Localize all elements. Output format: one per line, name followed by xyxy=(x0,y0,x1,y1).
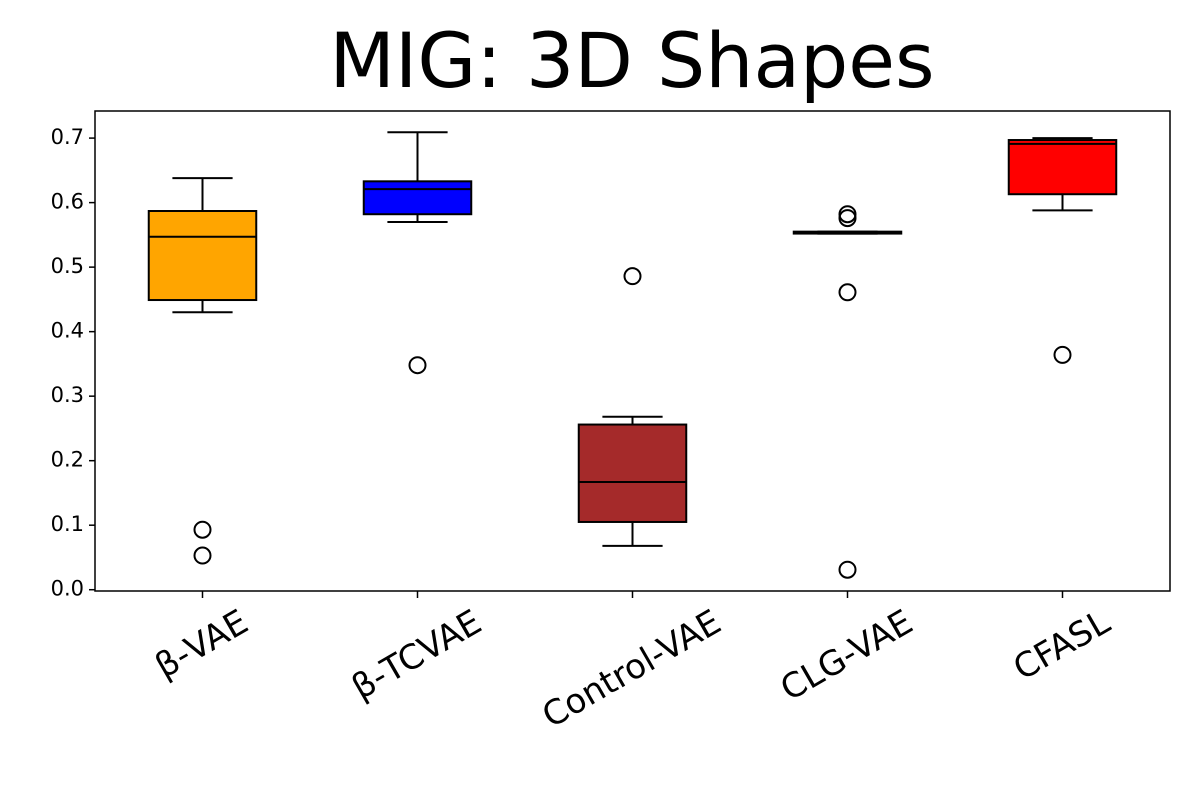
x-tick-label: β-TCVAE xyxy=(345,602,488,708)
x-tick-label: Control-VAE xyxy=(536,602,728,736)
chart-title: MIG: 3D Shapes xyxy=(329,16,934,105)
x-tick-label: CFASL xyxy=(1007,602,1117,689)
outlier xyxy=(838,209,857,228)
y-tick-label: 0.0 xyxy=(51,577,84,601)
outlier xyxy=(838,205,857,224)
y-tick-label: 0.6 xyxy=(51,190,84,214)
box xyxy=(1007,139,1118,196)
y-tick-label: 0.4 xyxy=(51,319,84,343)
y-tick-label: 0.5 xyxy=(51,254,84,278)
y-tick-label: 0.3 xyxy=(51,383,84,407)
x-tick-label: β-VAE xyxy=(149,602,255,687)
y-tick-label: 0.7 xyxy=(51,125,84,149)
outlier xyxy=(838,283,857,302)
box xyxy=(147,210,258,302)
y-tick-label: 0.2 xyxy=(51,448,84,472)
outlier xyxy=(838,560,857,579)
outlier xyxy=(408,356,427,375)
outlier xyxy=(623,267,642,286)
outlier xyxy=(1053,345,1072,364)
x-tick-label: CLG-VAE xyxy=(774,602,920,709)
y-tick-label: 0.1 xyxy=(51,512,84,536)
outlier xyxy=(193,546,212,565)
box xyxy=(362,180,473,216)
box xyxy=(577,423,688,523)
outlier xyxy=(193,520,212,539)
